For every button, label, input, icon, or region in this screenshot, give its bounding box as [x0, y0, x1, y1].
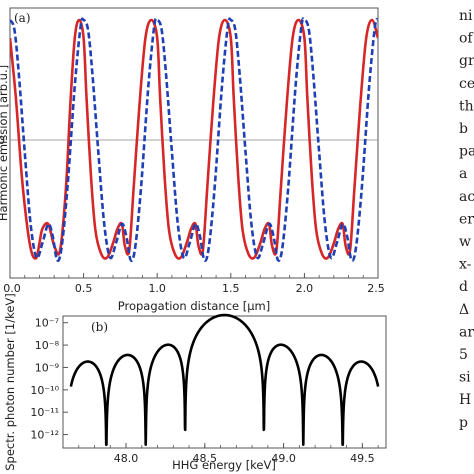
side-text-line: gr [459, 53, 474, 69]
plot-frame-a [9, 7, 379, 279]
y-ticks-a: 0 [0, 134, 5, 147]
y-tick-label: 10⁻⁹ [35, 361, 59, 374]
plot-frame-b [62, 315, 387, 449]
x-tick-label: 2.5 [367, 282, 385, 295]
x-tick-label: 0.5 [75, 282, 93, 295]
side-text-line: w [459, 234, 471, 250]
series-a-group [10, 17, 378, 262]
series-b-group [69, 313, 380, 446]
side-text-line: H [459, 392, 471, 408]
x-tick-label: 1.0 [148, 282, 166, 295]
x-ticks-a: 0.0 0.5 1.0 1.5 2.0 2.5 [3, 273, 385, 295]
y-tick-label: 10⁻¹¹ [30, 406, 59, 419]
y-tick-label: 10⁻⁷ [35, 317, 59, 330]
x-ticks-b: 48.0 48.5 49.0 49.5 [78, 443, 379, 465]
x-tick-label: 2.0 [296, 282, 314, 295]
x-axis-label-b: HHG energy [keV] [172, 458, 276, 472]
x-tick-label: 48.0 [114, 452, 139, 465]
panel-label-b: (b) [91, 320, 108, 334]
side-text-line: a [459, 166, 467, 182]
side-text-line: d [459, 279, 468, 295]
x-tick-label: 1.5 [222, 282, 240, 295]
side-text-line: pa [459, 144, 474, 160]
side-text-line: 5 [459, 347, 468, 363]
panel-label-a: (a) [14, 11, 31, 25]
side-text-line: x- [459, 257, 472, 273]
side-text-line: ni [459, 8, 473, 24]
y-axis-label-a: Harmonic emission [arb.u.] [0, 65, 10, 221]
x-tick-label: 48.5 [193, 452, 218, 465]
y-tick-label: 10⁻⁸ [35, 339, 60, 352]
spectrum-line [69, 313, 380, 446]
side-text-line: ac [459, 189, 474, 205]
x-tick-label: 0.0 [3, 282, 21, 295]
y-tick-label: 0 [0, 134, 5, 147]
side-text-line: ar [459, 324, 474, 340]
x-tick-label: 49.5 [350, 452, 375, 465]
panel-a: 0.0 0.5 1.0 1.5 2.0 2.5 0 (a) Propagation dis… [0, 7, 385, 313]
panel-b: 48.0 48.5 49.0 49.5 10⁻⁷10⁻⁸10⁻⁹10⁻¹⁰10⁻¹¹1… [3, 293, 387, 472]
side-text-line: ce [459, 76, 474, 92]
series-dashed-line [10, 17, 378, 262]
y-tick-label: 10⁻¹² [30, 429, 59, 442]
side-text-line: er [459, 211, 474, 227]
y-ticks-b: 10⁻⁷ 10⁻⁸ 10⁻⁹ 10⁻¹⁰ 10⁻¹¹ 10⁻¹² [30, 317, 68, 442]
y-axis-label-b: Spectr. photon number [1/keV] [3, 293, 17, 471]
side-text-line: p [459, 415, 468, 431]
x-tick-label: 49.0 [271, 452, 296, 465]
side-text-line: th [459, 98, 474, 114]
series-solid-line [10, 18, 378, 260]
x-axis-label-a: Propagation distance [μm] [118, 299, 271, 313]
side-text-line: b [459, 121, 468, 137]
side-text-line: of [459, 31, 474, 47]
side-text-line: si [459, 370, 471, 386]
y-tick-label: 10⁻¹⁰ [30, 384, 59, 397]
side-text-line: Δ [459, 302, 469, 318]
